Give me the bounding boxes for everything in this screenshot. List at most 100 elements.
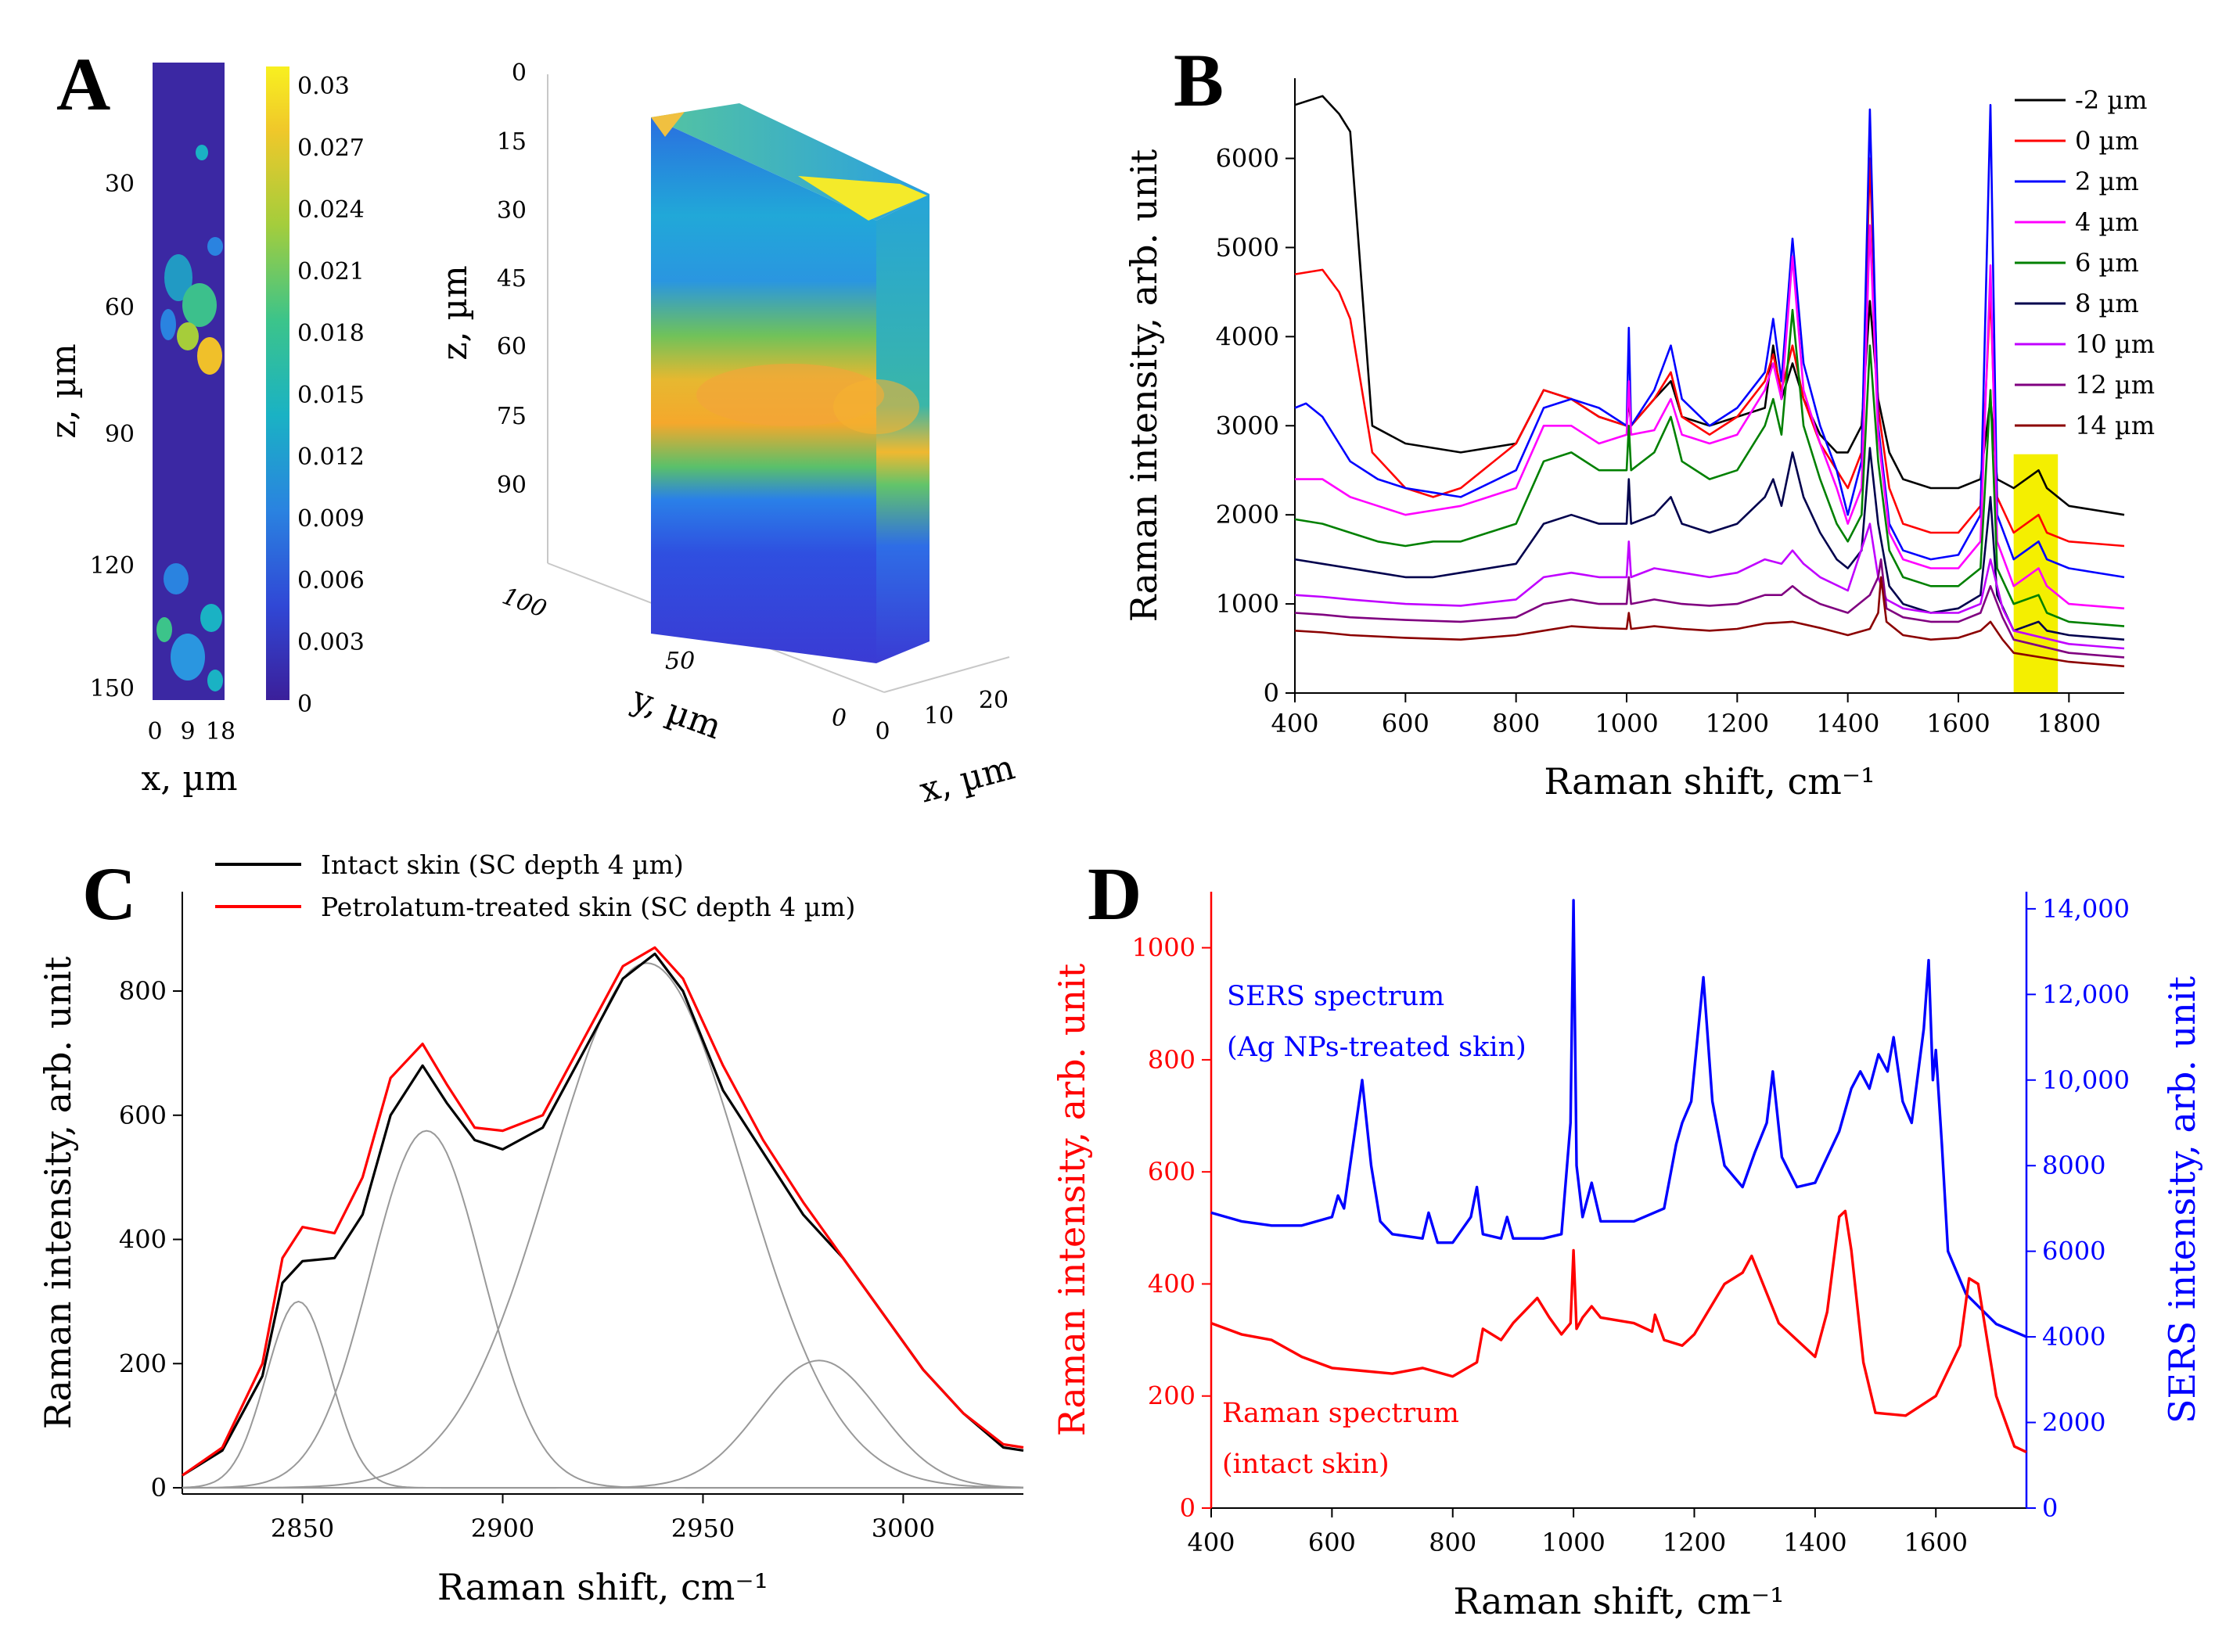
x-tick-label: 2900 <box>471 1514 534 1543</box>
series-line-1 <box>182 946 1024 1477</box>
y-tick-label-right: 0 <box>2042 1493 2058 1523</box>
y-tick-label: 0 <box>151 1473 167 1503</box>
y-tick-label-right: 2000 <box>2042 1408 2105 1438</box>
fit-component-0 <box>182 1300 1023 1489</box>
heatmap-2d-z-ticks: 30 60 90 120 150 <box>90 171 135 702</box>
y-tick-label: 2000 <box>1216 500 1279 530</box>
heatmap-2d-hotspots <box>156 145 223 691</box>
y-tick-label: 600 <box>119 1101 167 1130</box>
legend-label: 0 µm <box>2075 126 2139 156</box>
volume-3d-xlabel: x, µm <box>915 747 1019 810</box>
panel-d: D 400 600 800 1000 1200 1400 1600 0 200 400 600 800… <box>1051 852 2203 1622</box>
x-tick-label: 18 <box>206 718 236 745</box>
x-tick-label: 10 <box>924 702 954 730</box>
x-tick-label: 0 <box>147 718 162 745</box>
colorbar-tick-label: 0.006 <box>297 567 365 594</box>
y-tick-label-left: 400 <box>1148 1269 1196 1298</box>
x-tick-label: 1800 <box>2037 709 2101 738</box>
y-tick-label: 50 <box>665 648 695 675</box>
y-tick-label-right: 12,000 <box>2042 979 2130 1009</box>
panel-a-letter: A <box>56 42 110 126</box>
series-line-2 <box>1294 103 2125 579</box>
series-line-7 <box>1294 558 2125 659</box>
fit-component-3 <box>182 1359 1024 1489</box>
x-tick-label: 400 <box>1271 709 1318 738</box>
colorbar-gradient <box>266 66 289 700</box>
series-line-8 <box>1294 576 2125 668</box>
colorbar-tick-label: 0.021 <box>297 258 365 286</box>
y-axis-label-right: SERS intensity, arb. unit <box>2161 975 2203 1424</box>
series-line-3 <box>1295 224 2125 610</box>
x-tick-label: 1000 <box>1541 1528 1605 1557</box>
y-tick-label: 0 <box>1264 678 1279 708</box>
colorbar-tick-label: 0.018 <box>297 320 365 347</box>
y-tick-label-right: 8000 <box>2042 1151 2105 1180</box>
series-line-0 <box>1294 95 2125 516</box>
annotation-label: Raman spectrum <box>1222 1398 1459 1429</box>
x-tick-label: 1400 <box>1816 709 1879 738</box>
y-tick-label-right: 14,000 <box>2042 894 2130 924</box>
heatmap-2d-ylabel: z, µm <box>44 343 84 438</box>
x-tick-label: 600 <box>1382 709 1429 738</box>
y-axis-label-left: Raman intensity, arb. unit <box>1051 963 1093 1436</box>
z-tick-label: 90 <box>497 472 527 499</box>
volume-3d-side-face <box>876 194 930 663</box>
colorbar-tick-label: 0.03 <box>297 73 350 100</box>
legend-label: Petrolatum-treated skin (SC depth 4 µm) <box>321 892 855 922</box>
y-axis-label: Raman intensity, arb. unit <box>37 956 79 1429</box>
x-axis-label: Raman shift, cm⁻¹ <box>1453 1580 1784 1622</box>
chart-c: 2850 2900 2950 3000 0 200 400 600 800 Raman shift… <box>37 849 1024 1608</box>
y-tick-label: 6000 <box>1216 144 1279 174</box>
chart-b: 400 600 800 1000 1200 1400 1600 1800 0 1000 2000 30… <box>1123 78 2155 803</box>
series-line-6 <box>1294 523 2125 650</box>
legend: -2 µm 0 µm 2 µm 4 µm 6 µm 8 µm 10 µm 12 µm 14 µm <box>2015 85 2155 440</box>
legend-label: 12 µm <box>2075 370 2155 400</box>
panel-b-letter: B <box>1174 38 1224 122</box>
legend: Intact skin (SC depth 4 µm) Petrolatum-tr… <box>215 849 855 922</box>
legend-label: 6 µm <box>2075 248 2139 278</box>
y-tick-label-left: 800 <box>1148 1045 1196 1075</box>
z-tick-label: 30 <box>497 197 527 224</box>
volume-3d-x-ticks: 0 10 20 <box>875 687 1009 745</box>
x-tick-label: 2850 <box>271 1514 334 1543</box>
volume-3d: 0 15 30 45 60 75 90 z, µm 100 50 0 y, µm… <box>435 59 1019 811</box>
volume-3d-ylabel: y, µm <box>626 678 727 747</box>
volume-3d-corner-highlight <box>651 112 685 137</box>
legend-label: 4 µm <box>2075 207 2139 237</box>
y-tick-label-right: 6000 <box>2042 1237 2105 1266</box>
y-tick-label: 1000 <box>1216 589 1279 619</box>
colorbar-tick-label: 0.003 <box>297 629 365 656</box>
colorbar-tick-label: 0.024 <box>297 196 365 224</box>
y-tick-label: 400 <box>119 1225 167 1255</box>
x-tick-label: 1200 <box>1663 1528 1726 1557</box>
panel-c: C 2850 2900 2950 3000 0 200 400 600 800 Raman shi… <box>37 849 1024 1608</box>
panel-b: B 400 600 800 1000 1200 1400 1600 1800 0 1000 2000… <box>1123 38 2155 803</box>
colorbar: 0.03 0.027 0.024 0.021 0.018 0.015 0.012… <box>266 66 365 718</box>
x-tick-label: 3000 <box>872 1514 935 1543</box>
panel-d-letter: D <box>1088 852 1142 936</box>
volume-3d-z-ticks: 0 15 30 45 60 75 90 <box>497 59 527 499</box>
y-tick-label-left: 200 <box>1148 1381 1196 1411</box>
y-tick-label-left: 600 <box>1148 1157 1196 1187</box>
legend-label: 8 µm <box>2075 289 2139 318</box>
series-line-5 <box>1294 447 2125 641</box>
y-tick-label: 4000 <box>1216 321 1279 351</box>
colorbar-tick-label: 0.027 <box>297 135 365 162</box>
z-tick-label: 30 <box>105 171 135 198</box>
z-tick-label: 120 <box>90 552 135 580</box>
x-tick-label: 20 <box>979 687 1009 714</box>
x-tick-label: 600 <box>1308 1528 1356 1557</box>
annotation-label: SERS spectrum <box>1227 981 1444 1012</box>
heatmap-2d: 30 60 90 120 150 z, µm 0 9 18 x, µm <box>44 63 238 799</box>
y-tick-label: 200 <box>119 1349 167 1378</box>
series-line-1 <box>1210 1209 2027 1453</box>
z-tick-label: 60 <box>105 294 135 321</box>
volume-3d-zlabel: z, µm <box>435 265 475 360</box>
y-tick-label-left: 0 <box>1180 1493 1196 1523</box>
z-tick-label: 60 <box>497 333 527 361</box>
x-axis-label: Raman shift, cm⁻¹ <box>437 1566 768 1608</box>
heatmap-2d-x-ticks: 0 9 18 <box>147 718 236 745</box>
y-tick-label-left: 1000 <box>1132 933 1196 963</box>
y-tick-label-right: 4000 <box>2042 1322 2105 1352</box>
